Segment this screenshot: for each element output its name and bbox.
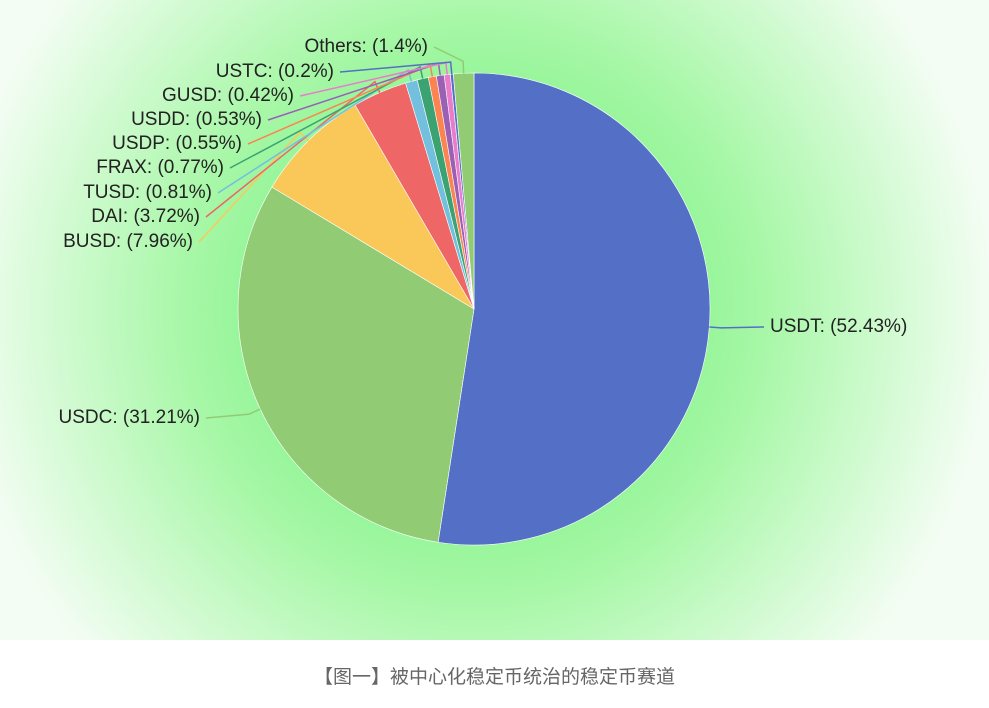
leader-line <box>229 65 424 169</box>
slice-label: USDT: (52.43%) <box>770 316 907 337</box>
leader-line <box>709 326 765 329</box>
slice-label: USDC: (31.21%) <box>59 407 201 428</box>
slice-label: USTC: (0.2%) <box>216 61 334 82</box>
pie-slice <box>452 72 475 310</box>
slice-label: USDD: (0.53%) <box>131 109 262 130</box>
slice-label: Others: (1.4%) <box>304 36 428 57</box>
leader-line <box>247 63 434 145</box>
slice-label: BUSD: (7.96%) <box>63 231 193 252</box>
slice-label: FRAX: (0.77%) <box>96 157 224 178</box>
leader-line <box>339 61 453 75</box>
caption: 【图一】被中心化稳定币统治的稳定币赛道 <box>313 666 675 688</box>
slice-label: GUSD: (0.42%) <box>162 85 294 106</box>
chart: USDT: (52.43%) USDC: (31.21%) BUSD: (7.96%… <box>0 0 989 640</box>
pie-slice <box>437 72 711 546</box>
pie-slice <box>237 186 475 543</box>
slice-label: USDP: (0.55%) <box>112 133 242 154</box>
leader-line <box>217 68 413 194</box>
leader-line <box>205 408 261 419</box>
slice-label: TUSD: (0.81%) <box>83 182 212 203</box>
leader-line <box>433 46 465 74</box>
slice-label: DAI: (3.72%) <box>91 206 200 227</box>
